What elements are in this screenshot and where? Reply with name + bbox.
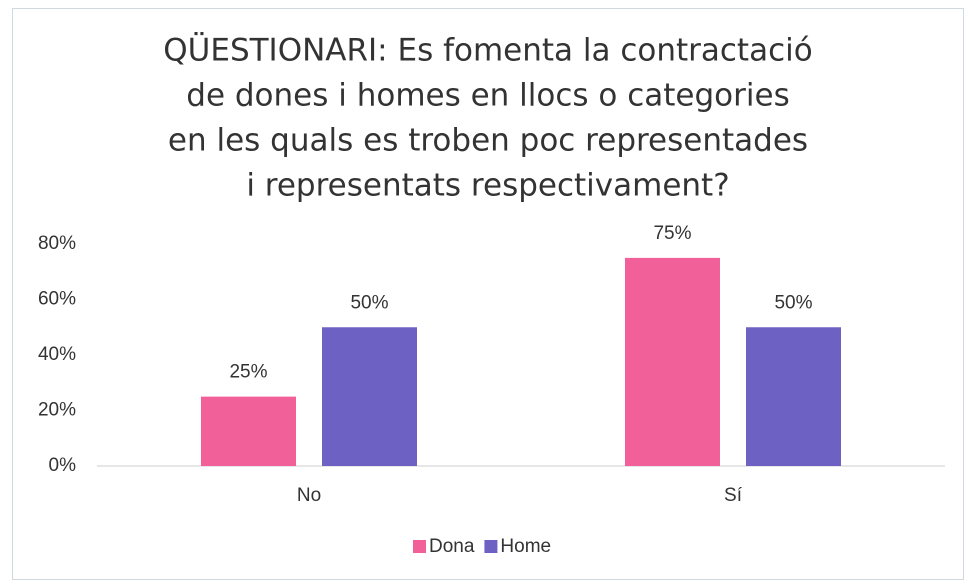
data-label: 50% xyxy=(350,292,388,313)
bar xyxy=(322,327,417,466)
data-label: 50% xyxy=(774,292,812,313)
y-tick-label: 40% xyxy=(38,344,76,365)
x-tick-label: Sí xyxy=(724,485,743,506)
legend-label: Dona xyxy=(429,536,475,557)
chart-title: i representats respectivament? xyxy=(246,168,729,204)
y-tick-label: 60% xyxy=(38,289,76,310)
y-tick-label: 20% xyxy=(38,400,76,421)
y-tick-label: 0% xyxy=(49,455,77,476)
x-tick-label: No xyxy=(297,485,321,506)
legend-label: Home xyxy=(500,536,551,557)
chart-title: en les quals es troben poc representades xyxy=(168,123,808,159)
chart-title: de dones i homes en llocs o categories xyxy=(186,78,789,114)
bar xyxy=(625,257,720,466)
legend-swatch xyxy=(484,540,498,553)
data-label: 75% xyxy=(653,223,691,244)
bar xyxy=(201,396,296,466)
data-label: 25% xyxy=(229,362,267,383)
chart-title: QÜESTIONARI: Es fomenta la contractació xyxy=(163,32,812,69)
bar xyxy=(746,327,841,466)
legend-swatch xyxy=(413,540,426,553)
y-tick-label: 80% xyxy=(38,233,76,254)
chart-border xyxy=(12,8,964,580)
